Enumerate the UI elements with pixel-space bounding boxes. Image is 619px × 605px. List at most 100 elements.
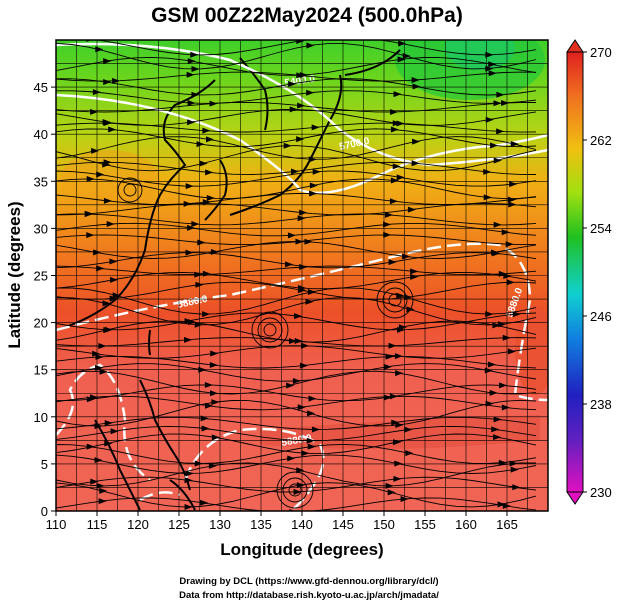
wind-arrowhead [508, 201, 517, 208]
wind-arrowhead [109, 295, 118, 302]
x-tick-label: 110 [46, 517, 67, 532]
wind-arrowhead [194, 271, 203, 278]
korea-coast [204, 159, 228, 221]
wind-arrowhead [493, 157, 502, 164]
wind-arrowhead [311, 124, 320, 131]
wind-arrowhead [501, 404, 510, 411]
wind-arrowhead [183, 200, 192, 207]
eddy-circle [288, 483, 302, 497]
wind-arrowhead [485, 51, 494, 58]
streamline [56, 337, 537, 347]
wind-arrowhead [211, 434, 220, 441]
streamline [56, 213, 537, 226]
wind-arrowhead [191, 65, 200, 72]
colorbar-tick-label: 246 [590, 309, 612, 324]
wind-arrowhead [287, 455, 296, 462]
wind-arrowhead [96, 265, 105, 272]
wind-arrowhead [186, 71, 195, 78]
streamline [56, 425, 537, 442]
wind-arrowhead [507, 348, 516, 355]
wind-arrowhead [108, 126, 117, 133]
wind-arrowhead [484, 367, 493, 374]
y-tick-labels: 0 5 10 15 20 25 30 35 40 45 [34, 80, 56, 519]
wind-arrowhead [191, 91, 200, 98]
plot-area: 5880.0 5880.0 5880.0 5700.0 5400.0 [56, 40, 548, 511]
wind-arrowhead [384, 211, 393, 218]
wind-arrowhead [185, 470, 194, 477]
wind-arrowhead [92, 350, 101, 357]
streamline [56, 78, 537, 96]
wind-arrowhead [109, 258, 118, 265]
eddy-circle [388, 293, 402, 307]
wind-arrowhead [86, 175, 95, 182]
wind-arrowhead [204, 402, 213, 409]
wind-arrowhead [483, 194, 492, 201]
streamline [56, 287, 537, 315]
wind-arrowhead [512, 311, 521, 318]
wind-arrowhead [392, 163, 401, 170]
x-tick-label: 125 [168, 517, 190, 532]
wind-arrowhead [104, 420, 113, 427]
wind-arrowhead [398, 40, 407, 47]
eddy-circle [117, 177, 143, 203]
wind-arrowhead [499, 382, 508, 389]
contour-5880-c [183, 427, 325, 511]
wind-arrowhead [497, 501, 506, 508]
wind-arrowhead [294, 313, 303, 320]
wind-arrowhead [385, 353, 394, 360]
wind-arrowhead [301, 450, 310, 457]
wind-arrowhead [110, 428, 119, 435]
wind-arrowhead [95, 354, 104, 361]
wind-arrowhead [309, 190, 318, 197]
colorbar-tick-labels: 230 238 246 254 262 270 [583, 45, 612, 500]
wind-arrowhead [396, 120, 405, 127]
wind-arrowhead [204, 381, 213, 388]
wind-arrowhead [86, 232, 95, 239]
colorbar: 230 238 246 254 262 270 [566, 39, 612, 505]
wind-arrowhead [395, 370, 404, 377]
wind-arrowhead [106, 221, 115, 228]
wind-arrowhead [296, 72, 305, 79]
y-tick-label: 40 [34, 127, 48, 142]
wind-arrowhead [288, 81, 297, 88]
wind-arrowhead [483, 168, 492, 175]
wind-arrowhead [296, 136, 305, 143]
streamline [56, 136, 537, 160]
wind-arrowhead [496, 91, 505, 98]
wind-arrowhead [103, 58, 112, 65]
wind-arrowhead [297, 215, 306, 222]
warm-core-east [515, 305, 548, 395]
streamline [56, 170, 537, 187]
x-tick-label: 115 [87, 517, 108, 532]
streamline [56, 241, 537, 259]
wind-arrowhead [501, 100, 510, 107]
wind-arrowhead [102, 300, 111, 307]
wind-arrowhead [510, 466, 519, 473]
wind-arrowhead [394, 460, 403, 467]
wind-arrowhead [404, 426, 413, 433]
wind-arrowhead [488, 61, 497, 68]
wind-arrowhead [383, 231, 392, 238]
wind-arrowhead [94, 457, 103, 464]
wind-arrowhead [506, 279, 515, 286]
wind-arrowhead [393, 91, 402, 98]
wind-arrowhead [383, 221, 392, 228]
y-tick-label: 25 [34, 269, 48, 284]
colorbar-tick-label: 262 [590, 133, 612, 148]
eddy-circle [282, 477, 308, 503]
wind-arrowhead [392, 120, 401, 127]
wind-arrowhead [109, 276, 118, 283]
wind-arrowhead [208, 462, 217, 469]
wind-arrowhead [187, 58, 196, 65]
wind-arrowhead [396, 292, 405, 299]
contour-5880-b [56, 363, 151, 482]
wind-arrowhead [184, 503, 193, 510]
eddy-circle [376, 281, 414, 319]
wind-arrowhead [307, 410, 316, 417]
wind-arrowhead [505, 241, 514, 248]
streamline [56, 40, 537, 56]
wind-arrowhead [200, 499, 209, 506]
wind-arrowhead [211, 399, 220, 406]
y-tick-label: 30 [34, 221, 48, 236]
wind-arrowhead [492, 322, 501, 329]
